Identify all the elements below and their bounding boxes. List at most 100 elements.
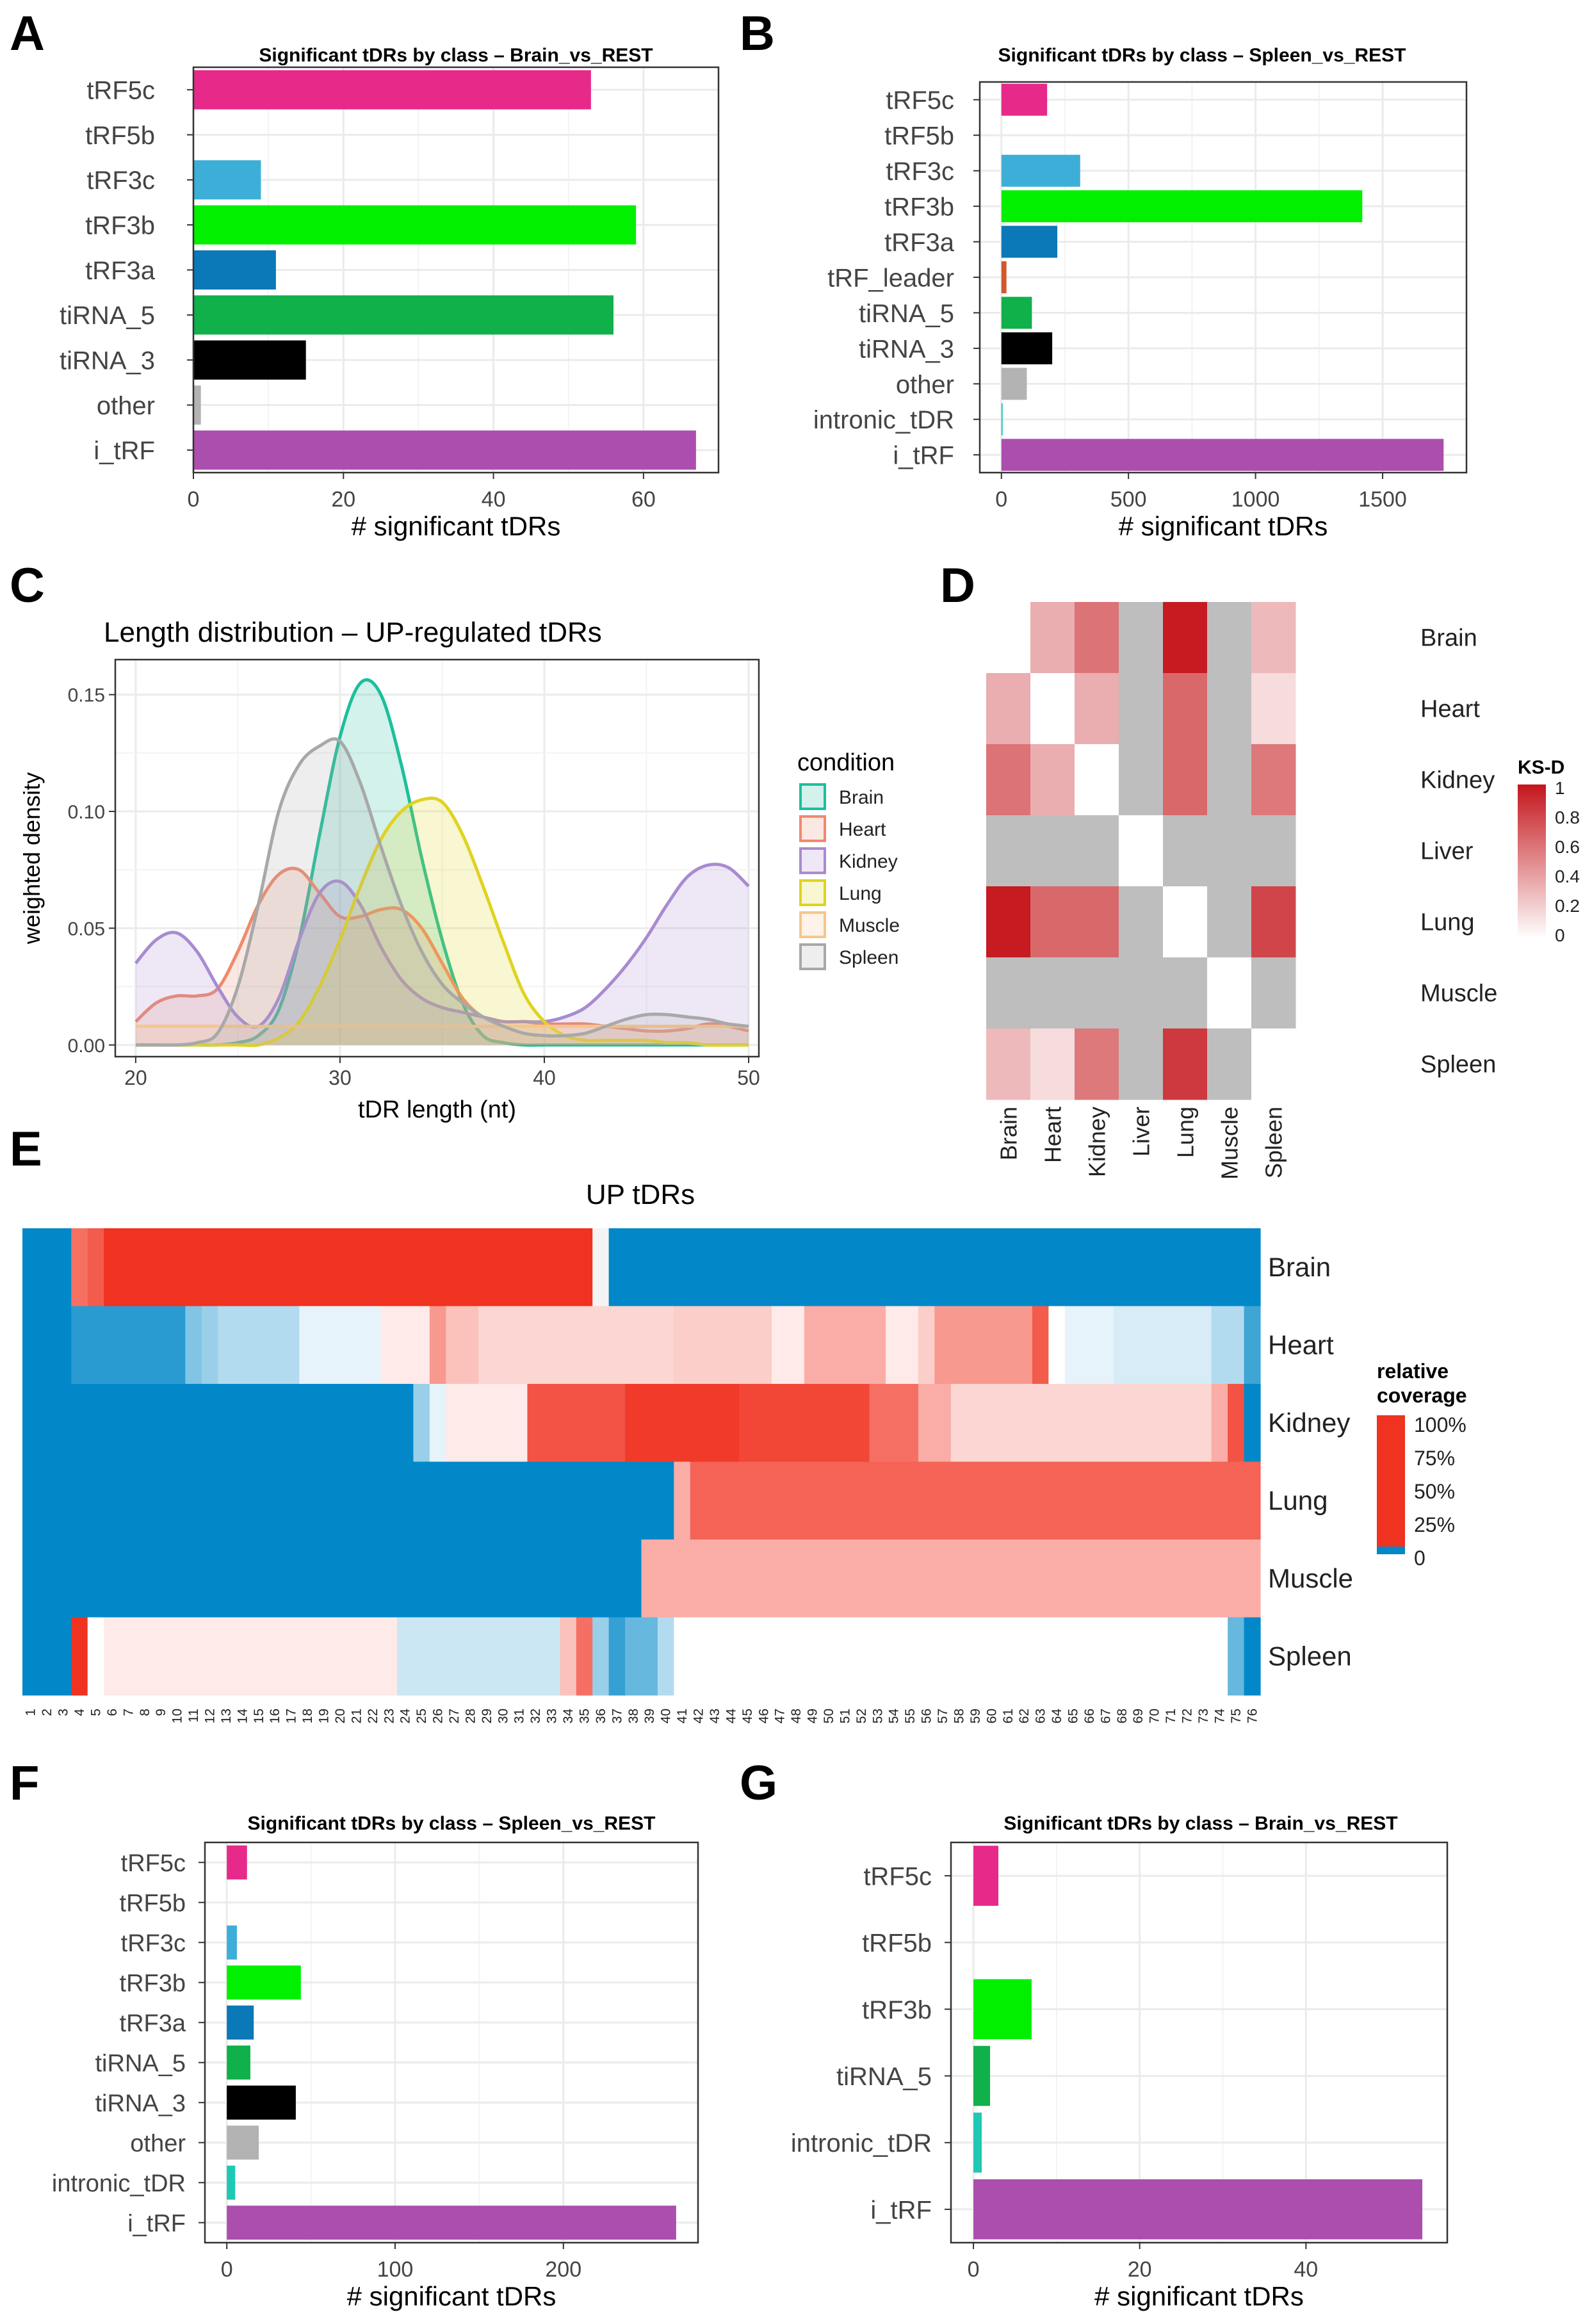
col-label: Muscle — [1217, 1107, 1243, 1180]
chart-title: Significant tDRs by class – Brain_vs_RES… — [259, 45, 653, 66]
heat-cell — [1163, 602, 1208, 674]
heat-cell — [1119, 815, 1164, 887]
x-axis-label: # significant tDRs — [352, 511, 561, 541]
coverage-cell — [1032, 1306, 1049, 1385]
position-label: 69 — [1131, 1709, 1146, 1723]
charts: tRF5ctRF5btRF3ctRF3btRF3atiRNA_5tiRNA_3o… — [19, 45, 1580, 2311]
heat-cell — [1251, 602, 1296, 674]
bar-i-tRF — [227, 2206, 676, 2240]
category-label: tRF3c — [86, 167, 155, 195]
category-label: tRF3c — [886, 158, 954, 186]
coverage-cell — [71, 1228, 88, 1307]
heat-cell — [1119, 602, 1164, 674]
position-label: 12 — [202, 1709, 217, 1723]
y-tick-label: 0.05 — [68, 918, 105, 939]
heat-cell — [986, 744, 1031, 816]
density-area-brain — [135, 679, 749, 1046]
position-label: 27 — [447, 1709, 462, 1723]
row-label: Muscle — [1420, 980, 1497, 1007]
position-label: 2 — [40, 1709, 54, 1716]
heat-cell — [1251, 815, 1296, 887]
colorbar-tick-label: 75% — [1414, 1447, 1455, 1470]
coverage-cell — [886, 1306, 919, 1385]
bar-tRF5c — [973, 1846, 998, 1906]
position-label: 28 — [463, 1709, 478, 1723]
colorbar-tick-label: 25% — [1414, 1513, 1455, 1536]
category-label: tiRNA_5 — [859, 300, 954, 328]
density-line-heart — [134, 866, 749, 1033]
category-label: tRF5b — [85, 122, 155, 150]
bar-tRF3c — [227, 1925, 237, 1960]
chart-title: UP tDRs — [586, 1179, 695, 1210]
row-label: Liver — [1420, 838, 1474, 865]
position-label: 43 — [708, 1709, 722, 1723]
coverage-cell — [1228, 1617, 1245, 1696]
position-label: 51 — [838, 1709, 852, 1723]
category-label: tRF5b — [884, 122, 954, 150]
coverage-cell — [185, 1306, 202, 1385]
bar-other — [193, 385, 201, 425]
heat-cell — [1119, 673, 1164, 745]
legend-swatch-muscle — [799, 911, 826, 938]
legend-label: Kidney — [839, 851, 898, 872]
heat-cell — [1207, 815, 1252, 887]
category-label: tRF5c — [886, 86, 954, 115]
bar-tRF5c — [193, 70, 591, 110]
position-label: 35 — [577, 1709, 592, 1723]
position-label: 36 — [594, 1709, 608, 1723]
chart-title: Significant tDRs by class – Brain_vs_RES… — [1003, 1813, 1397, 1834]
y-tick-label: 0.10 — [68, 802, 105, 823]
category-label: i_tRF — [93, 437, 155, 465]
category-label: tRF3b — [120, 1970, 186, 1997]
coverage-cell — [1228, 1384, 1245, 1463]
coverage-cell — [478, 1306, 674, 1385]
coverage-cell — [641, 1540, 1261, 1618]
coverage-cell — [674, 1617, 1228, 1696]
position-label: 39 — [642, 1709, 657, 1723]
category-label: tRF3b — [884, 193, 954, 221]
density-line-brain — [135, 678, 749, 1047]
coverage-cell — [592, 1617, 610, 1696]
heat-cell — [1030, 744, 1075, 816]
heat-cell — [986, 886, 1031, 958]
position-label: 66 — [1082, 1709, 1097, 1723]
position-label: 50 — [822, 1709, 836, 1723]
density-area-heart — [135, 868, 749, 1045]
position-label: 1 — [24, 1709, 38, 1716]
position-label: 19 — [317, 1709, 332, 1723]
position-label: 18 — [300, 1709, 315, 1723]
position-label: 61 — [1001, 1709, 1016, 1723]
position-label: 5 — [88, 1709, 103, 1716]
bar-tiRNA-5 — [1001, 297, 1032, 329]
panel-border — [950, 1841, 1449, 2244]
coverage-cell — [1048, 1306, 1066, 1385]
coverage-cell — [22, 1384, 414, 1463]
panel-letter-c: C — [10, 558, 45, 613]
category-label: tRF5c — [863, 1862, 932, 1890]
col-label: Liver — [1128, 1107, 1155, 1157]
coverage-cell — [22, 1540, 642, 1618]
position-label: 8 — [138, 1709, 152, 1716]
bar-tiRNA-5 — [973, 2045, 991, 2106]
row-label: Heart — [1420, 696, 1480, 723]
position-label: 42 — [692, 1709, 706, 1723]
panel-border — [204, 1841, 699, 2244]
category-label: tRF3b — [862, 1996, 932, 2024]
panel-border — [192, 66, 720, 474]
position-label: 14 — [235, 1709, 250, 1724]
position-label: 34 — [561, 1709, 576, 1724]
colorbar-tick-label: 1 — [1555, 778, 1565, 798]
panel-letter-d: D — [940, 558, 975, 613]
x-axis-label: # significant tDRs — [1094, 2281, 1304, 2311]
colorbar-tick-label: 0.8 — [1555, 808, 1580, 827]
category-label: other — [130, 2130, 186, 2157]
colorbar — [1518, 784, 1546, 938]
heat-cell — [1251, 886, 1296, 958]
position-label: 62 — [1017, 1709, 1032, 1723]
position-label: 70 — [1148, 1709, 1162, 1723]
heat-cell — [1030, 815, 1075, 887]
legend-swatch-brain — [799, 783, 826, 810]
position-label: 21 — [349, 1709, 364, 1723]
position-label: 15 — [252, 1709, 266, 1723]
coverage-cell — [104, 1228, 593, 1307]
